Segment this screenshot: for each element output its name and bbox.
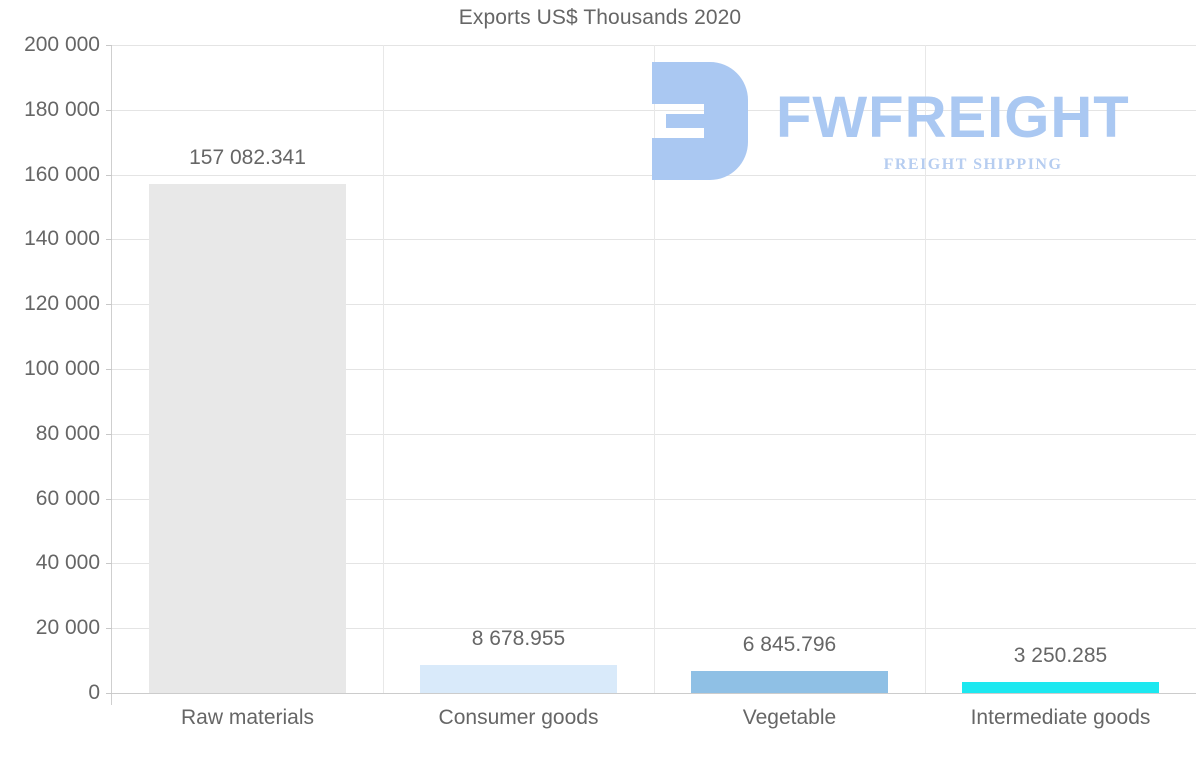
y-axis-tick-label: 20 000 xyxy=(35,616,100,640)
plot-area xyxy=(112,45,1196,694)
y-axis-tick-mark xyxy=(106,628,112,630)
x-axis-tick-label: Consumer goods xyxy=(438,706,599,729)
bar-value-label: 8 678.955 xyxy=(471,626,566,650)
y-axis-tick-label: 200 000 xyxy=(24,33,100,56)
x-axis-tick-label: Intermediate goods xyxy=(970,706,1151,729)
bar[interactable] xyxy=(148,184,346,693)
bar[interactable] xyxy=(961,682,1159,693)
gridline xyxy=(112,693,1196,694)
y-axis-tick-mark xyxy=(106,498,112,500)
y-axis-tick-mark xyxy=(106,174,112,176)
bar-value-label: 157 082.341 xyxy=(189,146,306,170)
y-axis-tick-mark xyxy=(106,433,112,435)
y-axis-tick-mark xyxy=(106,239,112,241)
y-axis-tick-label: 0 xyxy=(88,681,100,704)
bar-value-label: 6 845.796 xyxy=(742,632,837,656)
y-axis-tick-label: 120 000 xyxy=(24,292,100,316)
y-axis-line xyxy=(111,45,112,705)
chart-title: Exports US$ Thousands 2020 xyxy=(458,6,742,29)
category-separator xyxy=(925,45,926,693)
y-axis-tick-label: 60 000 xyxy=(35,486,100,510)
bar[interactable] xyxy=(419,664,617,693)
y-axis-tick-label: 180 000 xyxy=(24,97,100,121)
y-axis-tick-mark xyxy=(106,563,112,565)
y-axis-tick-label: 140 000 xyxy=(24,227,100,251)
y-axis-tick-mark xyxy=(106,304,112,306)
x-axis-tick-label: Vegetable xyxy=(742,706,837,729)
y-axis-tick-label: 160 000 xyxy=(24,162,100,186)
category-separator xyxy=(654,45,655,693)
category-separator xyxy=(383,45,384,693)
bar-value-label: 3 250.285 xyxy=(1013,644,1108,668)
y-axis-tick-mark xyxy=(106,693,112,694)
y-axis-tick-mark xyxy=(106,369,112,370)
y-axis-tick-mark xyxy=(106,45,112,46)
x-axis-tick-label: Raw materials xyxy=(180,706,315,729)
bar[interactable] xyxy=(690,670,888,693)
y-axis-tick-label: 80 000 xyxy=(35,421,100,445)
y-axis-tick-label: 100 000 xyxy=(24,357,100,380)
y-axis-tick-label: 40 000 xyxy=(35,551,100,575)
y-axis-tick-mark xyxy=(106,109,112,111)
